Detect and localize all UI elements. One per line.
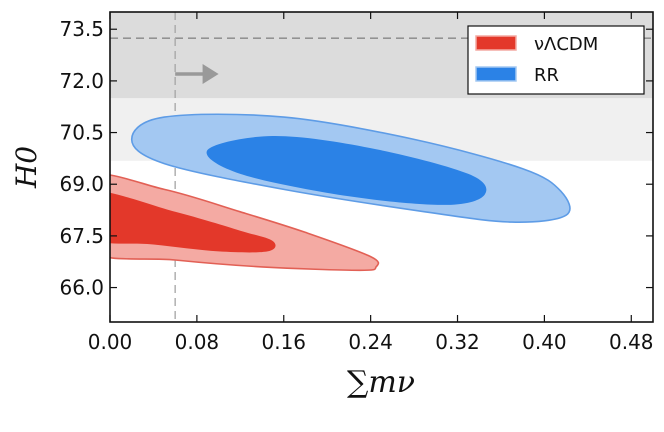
x-tick-label: 0.48 <box>609 330 654 354</box>
y-tick-label: 66.0 <box>59 276 104 300</box>
contour-vlcdm-68 <box>110 192 276 253</box>
legend-swatch-rr <box>475 66 517 82</box>
y-tick-label: 72.0 <box>59 69 104 93</box>
arrow-head <box>202 64 219 84</box>
x-axis-title: ∑mν <box>347 365 415 400</box>
x-tick-label: 0.24 <box>348 330 393 354</box>
x-tick-label: 0.16 <box>261 330 306 354</box>
plot-frame <box>109 11 654 323</box>
x-tick-label: 0.32 <box>435 330 480 354</box>
x-tick-label: 0.00 <box>88 330 133 354</box>
legend: νΛCDM RR <box>467 25 645 95</box>
legend-label-rr: RR <box>534 65 559 86</box>
y-tick-label: 73.5 <box>59 17 104 41</box>
legend-label-vlcdm: νΛCDM <box>534 34 598 55</box>
y-tick-label: 70.5 <box>59 121 104 145</box>
y-tick-label: 69.0 <box>59 172 104 196</box>
y-axis-title: H0 <box>10 146 43 189</box>
contour-rr-68 <box>206 135 487 205</box>
legend-swatch-vlcdm <box>475 35 517 51</box>
y-tick-label: 67.5 <box>59 224 104 248</box>
arrow-icon <box>175 64 219 84</box>
x-tick-label: 0.08 <box>175 330 220 354</box>
x-tick-label: 0.40 <box>522 330 567 354</box>
